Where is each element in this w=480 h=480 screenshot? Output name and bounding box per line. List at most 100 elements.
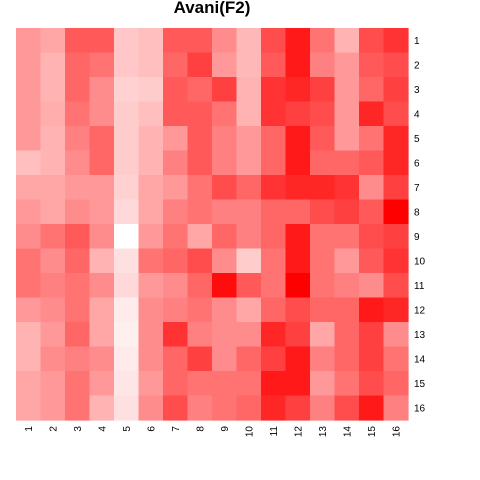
heatmap-cell-r4-c5 bbox=[114, 101, 140, 127]
heatmap-cell-r6-c2 bbox=[40, 150, 66, 176]
row-label-11: 11 bbox=[414, 281, 425, 292]
heatmap-cell-r15-c10 bbox=[236, 371, 262, 397]
heatmap-cell-r7-c10 bbox=[236, 175, 262, 201]
column-label-14: 14 bbox=[342, 426, 353, 438]
heatmap-cell-r6-c11 bbox=[261, 150, 287, 176]
heatmap-cell-r2-c14 bbox=[334, 52, 360, 78]
heatmap-cell-r12-c15 bbox=[359, 297, 385, 323]
heatmap-cell-r15-c2 bbox=[40, 371, 66, 397]
heatmap-cell-r10-c1 bbox=[16, 248, 42, 274]
heatmap-cell-r8-c3 bbox=[65, 199, 91, 225]
heatmap-cell-r5-c8 bbox=[187, 126, 213, 152]
heatmap-cell-r16-c14 bbox=[334, 395, 360, 421]
heatmap-cell-r13-c2 bbox=[40, 322, 66, 348]
heatmap-cell-r7-c5 bbox=[114, 175, 140, 201]
heatmap-cell-r4-c10 bbox=[236, 101, 262, 127]
column-label-11: 11 bbox=[269, 426, 280, 437]
heatmap-cell-r3-c3 bbox=[65, 77, 91, 103]
heatmap-cell-r11-c8 bbox=[187, 273, 213, 299]
heatmap-cell-r5-c16 bbox=[383, 126, 409, 152]
heatmap-cell-r16-c1 bbox=[16, 395, 42, 421]
heatmap-cell-r15-c14 bbox=[334, 371, 360, 397]
row-label-15: 15 bbox=[414, 379, 426, 390]
heatmap-cell-r3-c4 bbox=[89, 77, 115, 103]
heatmap-cell-r2-c15 bbox=[359, 52, 385, 78]
column-label-12: 12 bbox=[293, 426, 304, 438]
heatmap-cell-r15-c9 bbox=[212, 371, 238, 397]
heatmap-cell-r2-c8 bbox=[187, 52, 213, 78]
heatmap-cell-r16-c12 bbox=[285, 395, 311, 421]
heatmap-cell-r13-c4 bbox=[89, 322, 115, 348]
heatmap-cell-r5-c15 bbox=[359, 126, 385, 152]
heatmap-cell-r9-c10 bbox=[236, 224, 262, 250]
heatmap-cell-r10-c6 bbox=[138, 248, 164, 274]
heatmap-cell-r1-c5 bbox=[114, 28, 140, 54]
heatmap-cell-r13-c15 bbox=[359, 322, 385, 348]
heatmap-cell-r9-c2 bbox=[40, 224, 66, 250]
heatmap-cell-r2-c11 bbox=[261, 52, 287, 78]
heatmap-cell-r13-c10 bbox=[236, 322, 262, 348]
column-label-13: 13 bbox=[318, 426, 329, 438]
heatmap-cell-r1-c4 bbox=[89, 28, 115, 54]
heatmap-cell-r15-c13 bbox=[310, 371, 336, 397]
heatmap-cell-r10-c15 bbox=[359, 248, 385, 274]
heatmap-cell-r12-c14 bbox=[334, 297, 360, 323]
heatmap-cell-r11-c12 bbox=[285, 273, 311, 299]
heatmap-cell-r14-c14 bbox=[334, 346, 360, 372]
heatmap-cell-r15-c3 bbox=[65, 371, 91, 397]
heatmap-cell-r5-c7 bbox=[163, 126, 189, 152]
heatmap-cell-r11-c15 bbox=[359, 273, 385, 299]
heatmap-cell-r4-c7 bbox=[163, 101, 189, 127]
heatmap-cell-r13-c16 bbox=[383, 322, 409, 348]
heatmap-cell-r14-c3 bbox=[65, 346, 91, 372]
row-label-1: 1 bbox=[414, 36, 420, 47]
heatmap-cell-r12-c5 bbox=[114, 297, 140, 323]
column-label-4: 4 bbox=[97, 426, 108, 432]
heatmap-cell-r2-c9 bbox=[212, 52, 238, 78]
heatmap-cell-r6-c8 bbox=[187, 150, 213, 176]
heatmap-cell-r4-c3 bbox=[65, 101, 91, 127]
heatmap-cell-r16-c7 bbox=[163, 395, 189, 421]
heatmap-cell-r13-c12 bbox=[285, 322, 311, 348]
heatmap-cell-r3-c12 bbox=[285, 77, 311, 103]
heatmap-cell-r1-c14 bbox=[334, 28, 360, 54]
heatmap-cell-r7-c4 bbox=[89, 175, 115, 201]
heatmap-cell-r8-c2 bbox=[40, 199, 66, 225]
row-label-5: 5 bbox=[414, 134, 420, 145]
heatmap-cell-r14-c6 bbox=[138, 346, 164, 372]
heatmap-cell-r7-c3 bbox=[65, 175, 91, 201]
heatmap-cell-r11-c14 bbox=[334, 273, 360, 299]
column-label-3: 3 bbox=[73, 426, 84, 432]
heatmap-cell-r1-c12 bbox=[285, 28, 311, 54]
heatmap-cell-r11-c1 bbox=[16, 273, 42, 299]
heatmap-cell-r11-c4 bbox=[89, 273, 115, 299]
heatmap-cell-r3-c16 bbox=[383, 77, 409, 103]
heatmap-cell-r16-c6 bbox=[138, 395, 164, 421]
heatmap-cell-r3-c10 bbox=[236, 77, 262, 103]
heatmap-cell-r13-c8 bbox=[187, 322, 213, 348]
column-label-7: 7 bbox=[171, 426, 182, 432]
heatmap-cell-r2-c12 bbox=[285, 52, 311, 78]
heatmap-cell-r16-c4 bbox=[89, 395, 115, 421]
heatmap-cell-r12-c16 bbox=[383, 297, 409, 323]
heatmap-cell-r4-c1 bbox=[16, 101, 42, 127]
heatmap-cell-r5-c11 bbox=[261, 126, 287, 152]
heatmap-cell-r7-c14 bbox=[334, 175, 360, 201]
heatmap-cell-r8-c10 bbox=[236, 199, 262, 225]
heatmap-cell-r13-c11 bbox=[261, 322, 287, 348]
heatmap-cell-r3-c11 bbox=[261, 77, 287, 103]
heatmap-cell-r6-c3 bbox=[65, 150, 91, 176]
heatmap-cell-r10-c9 bbox=[212, 248, 238, 274]
heatmap-cell-r11-c5 bbox=[114, 273, 140, 299]
heatmap-cell-r7-c8 bbox=[187, 175, 213, 201]
heatmap-cell-r13-c1 bbox=[16, 322, 42, 348]
heatmap-cell-r16-c10 bbox=[236, 395, 262, 421]
heatmap-cell-r7-c15 bbox=[359, 175, 385, 201]
heatmap-cell-r11-c6 bbox=[138, 273, 164, 299]
heatmap-cell-r5-c10 bbox=[236, 126, 262, 152]
heatmap-cell-r12-c3 bbox=[65, 297, 91, 323]
heatmap-cell-r1-c10 bbox=[236, 28, 262, 54]
heatmap-cell-r11-c9 bbox=[212, 273, 238, 299]
heatmap-cell-r9-c7 bbox=[163, 224, 189, 250]
